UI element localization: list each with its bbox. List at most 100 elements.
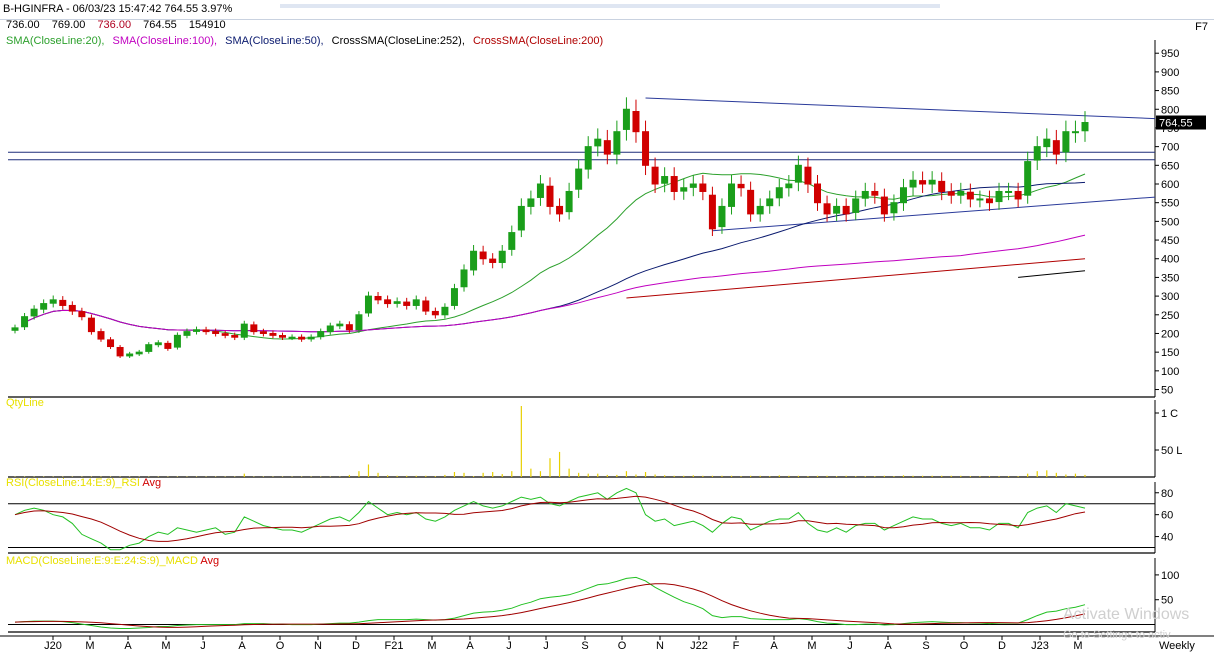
candle-body [78, 311, 86, 318]
candle-body [1081, 122, 1089, 132]
candle-body [546, 185, 554, 207]
price-tick-label: 500 [1161, 216, 1179, 228]
sma100-line [24, 234, 1086, 333]
candle-body [880, 196, 888, 215]
volume-indicator-name[interactable]: QtyLine [6, 397, 44, 409]
candle-body [728, 183, 736, 207]
x-tick-label: J [200, 640, 206, 652]
candle-body [708, 194, 716, 230]
price-tick-label: 400 [1161, 254, 1179, 266]
candle-body [202, 329, 210, 333]
candle-body [1024, 161, 1032, 196]
candle-body [87, 317, 95, 333]
candle-body [823, 203, 831, 215]
x-tick-label: J [543, 640, 549, 652]
candle-body [689, 183, 697, 188]
rsi-avg-name[interactable]: Avg [142, 477, 162, 489]
candle-body [976, 198, 984, 201]
candle-body [1062, 131, 1070, 153]
candle-body [145, 344, 153, 352]
macd-tick-label: 50 [1161, 595, 1173, 607]
macd-indicator-name[interactable]: MACD(CloseLine:E:9:E:24:S:9)_MACD [6, 555, 198, 567]
candle-body [1005, 190, 1013, 193]
price-tick-label: 950 [1161, 48, 1179, 60]
candle-body [966, 191, 974, 200]
macd-avg-name[interactable]: Avg [200, 555, 220, 567]
high-value: 769.00 [51, 19, 86, 31]
candle-body [298, 336, 306, 340]
rsi-indicator-name[interactable]: RSI(CloseLine:14:E:9)_RSI [6, 477, 140, 489]
candle-body [947, 191, 955, 196]
watermark-line1: Activate Windows [1063, 606, 1190, 623]
candle-body [355, 314, 363, 331]
candle-body [575, 168, 583, 190]
title-scroll-strip[interactable] [280, 4, 940, 8]
candle-body [899, 187, 907, 204]
x-tick-label: A [466, 640, 474, 652]
candle-body [565, 190, 573, 213]
candle-body [928, 179, 936, 185]
candle-body [699, 183, 707, 192]
candle-body [680, 187, 688, 192]
macd-line [14, 576, 1086, 629]
legend-sma100[interactable]: SMA(CloseLine:100), [112, 35, 218, 47]
candle-body [670, 176, 678, 192]
x-tick-label: J [506, 640, 512, 652]
candle-body [1043, 138, 1051, 148]
candle-body [995, 190, 1003, 203]
legend-cross-sma200[interactable]: CrossSMA(CloseLine:200) [472, 35, 604, 47]
candle-body [317, 331, 325, 338]
price-tick-label: 300 [1161, 291, 1179, 303]
legend-sma50[interactable]: SMA(CloseLine:50), [225, 35, 324, 47]
cross-sma252-line [1018, 270, 1086, 278]
candle-body [890, 202, 898, 214]
price-tick-label: 350 [1161, 272, 1179, 284]
candle-body [508, 232, 516, 250]
candle-body [489, 258, 497, 263]
x-tick-label: A [238, 640, 246, 652]
volume-tick-label: 1 C [1161, 408, 1178, 420]
candle-body [527, 198, 535, 207]
legend-cross-sma252[interactable]: CrossSMA(CloseLine:252), [331, 35, 465, 47]
candle-body [756, 205, 764, 215]
candle-body [833, 205, 841, 214]
chart-title: B-HGINFRA - 06/03/23 15:47:42 764.55 3.9… [3, 3, 233, 15]
candle-body [164, 342, 172, 349]
last-price-tag-bg [1156, 115, 1206, 130]
x-tick-label: M [807, 640, 816, 652]
x-tick-label: A [124, 640, 132, 652]
candle-body [594, 138, 602, 147]
ohlc-readout: 736.00 769.00 736.00 764.55 154910 [6, 19, 235, 31]
x-tick-label: N [314, 640, 322, 652]
x-tick-label: A [884, 640, 892, 652]
candle-body [632, 111, 640, 133]
candle-body [221, 333, 229, 336]
x-tick-label: D [998, 640, 1006, 652]
candle-body [775, 187, 783, 199]
low-value: 736.00 [97, 19, 132, 31]
rsi-panel-label: RSI(CloseLine:14:E:9)_RSI Avg [6, 477, 161, 489]
candle-body [231, 335, 239, 338]
candle-body [737, 183, 745, 189]
candle-body [766, 198, 774, 207]
candle-body [919, 180, 927, 185]
rsi-tick-label: 80 [1161, 488, 1173, 500]
price-tick-label: 150 [1161, 347, 1179, 359]
title-bar: B-HGINFRA - 06/03/23 15:47:42 764.55 3.9… [0, 0, 1214, 20]
candle-body [364, 295, 372, 314]
rsi-line [14, 487, 1086, 551]
candle-body [422, 300, 430, 312]
legend-sma20[interactable]: SMA(CloseLine:20), [6, 35, 105, 47]
candle-body [718, 205, 726, 228]
candle-body [842, 205, 850, 215]
volume-tick-label: 50 L [1161, 445, 1182, 457]
x-tick-label: N [656, 640, 664, 652]
x-tick-label: D [352, 640, 360, 652]
candle-body [584, 146, 592, 170]
candle-body [30, 308, 38, 317]
cross-sma200-line [626, 258, 1086, 299]
candle-body [460, 269, 468, 288]
candle-body [126, 353, 134, 357]
x-tick-label: M [1073, 640, 1082, 652]
